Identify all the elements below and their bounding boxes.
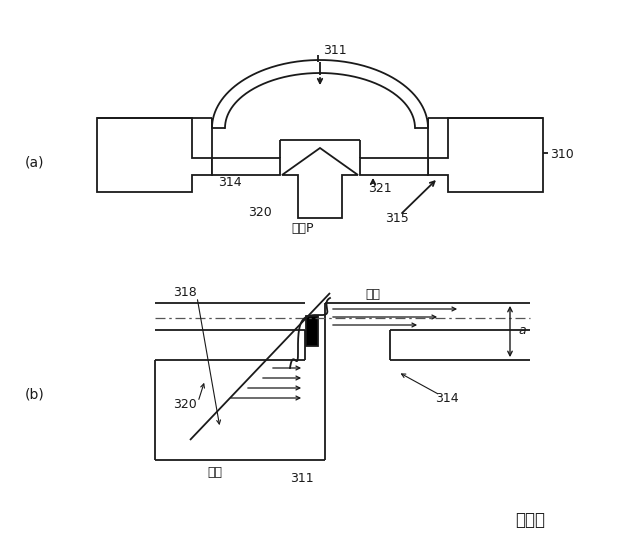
Text: 311: 311: [290, 471, 314, 484]
Polygon shape: [97, 118, 212, 192]
Text: (a): (a): [25, 155, 45, 169]
Text: 310: 310: [550, 148, 573, 161]
Text: 圧縮: 圧縮: [207, 465, 223, 478]
Text: 320: 320: [173, 399, 197, 412]
Polygon shape: [282, 148, 358, 218]
Text: 圧力P: 圧力P: [292, 222, 314, 235]
Text: 311: 311: [323, 43, 347, 56]
Polygon shape: [428, 118, 543, 192]
Polygon shape: [360, 158, 428, 175]
Polygon shape: [212, 158, 280, 175]
Text: (b): (b): [25, 388, 45, 402]
Bar: [306, 316, 318, 346]
Text: a: a: [518, 325, 525, 338]
Text: 321: 321: [368, 181, 392, 194]
Text: 320: 320: [248, 205, 272, 218]
Text: 314: 314: [218, 175, 242, 188]
Text: 315: 315: [385, 212, 409, 224]
Text: 図３１: 図３１: [515, 511, 545, 529]
Text: 314: 314: [435, 392, 459, 405]
Text: 318: 318: [173, 287, 197, 300]
Text: 引張: 引張: [365, 288, 380, 301]
